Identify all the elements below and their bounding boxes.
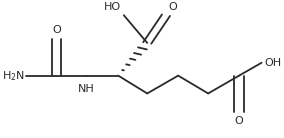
Text: O: O (52, 25, 61, 35)
Text: OH: OH (264, 58, 281, 68)
Text: H$_2$N: H$_2$N (2, 69, 25, 83)
Text: O: O (169, 2, 178, 12)
Text: HO: HO (104, 2, 121, 12)
Text: O: O (235, 116, 243, 126)
Text: NH: NH (78, 84, 95, 94)
